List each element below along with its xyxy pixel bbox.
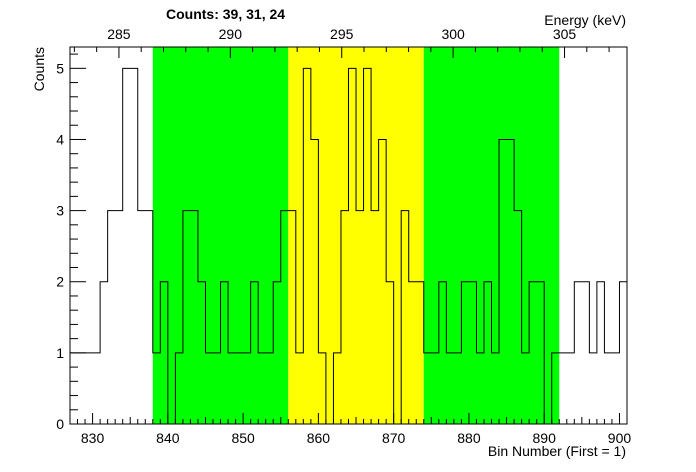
bin-bar <box>228 353 236 424</box>
bin-bar <box>439 282 447 424</box>
x-tick-label: 880 <box>457 430 481 446</box>
bin-bar <box>431 353 439 424</box>
bin-bar <box>296 353 304 424</box>
x-tick-label: 870 <box>382 430 406 446</box>
y-tick-label: 5 <box>56 60 64 76</box>
bin-bar <box>537 282 545 424</box>
bin-bar <box>221 282 229 424</box>
bin-bar <box>424 353 432 424</box>
bin-bar <box>183 211 191 424</box>
x-tick-label: 850 <box>231 430 255 446</box>
bin-bar <box>567 353 575 424</box>
bin-bar <box>311 139 319 424</box>
bin-bar <box>213 353 221 424</box>
bin-bar <box>318 353 326 424</box>
bin-bar <box>198 282 206 424</box>
bin-bar <box>341 211 349 424</box>
bin-bar <box>522 353 530 424</box>
bin-bar <box>356 211 364 424</box>
energy-tick-label: 290 <box>219 26 243 42</box>
bin-bar <box>123 68 131 424</box>
energy-tick-label: 285 <box>107 26 131 42</box>
bin-bar <box>93 353 101 424</box>
y-tick-label: 0 <box>56 416 64 432</box>
x-tick-label: 830 <box>81 430 105 446</box>
bin-bar <box>552 353 560 424</box>
bin-bar <box>461 282 469 424</box>
y-tick-label: 1 <box>56 345 64 361</box>
bin-bar <box>281 211 289 424</box>
energy-tick-label: 305 <box>553 26 577 42</box>
bin-bar <box>108 211 116 424</box>
bin-bar <box>175 353 183 424</box>
y-tick-label: 3 <box>56 203 64 219</box>
bin-bar <box>386 282 394 424</box>
bin-bar <box>145 211 153 424</box>
bin-bar <box>401 211 409 424</box>
x-tick-label: 840 <box>156 430 180 446</box>
bin-bar <box>153 353 161 424</box>
bin-bar <box>258 353 266 424</box>
bin-bar <box>446 353 454 424</box>
x-tick-label: 900 <box>608 430 632 446</box>
bin-bar <box>612 353 620 424</box>
y-tick-label: 4 <box>56 131 64 147</box>
bin-bar <box>582 282 590 424</box>
bin-bar <box>160 282 168 424</box>
bin-bar <box>604 353 612 424</box>
bin-bar <box>454 353 462 424</box>
bin-bar <box>78 353 86 424</box>
bin-bar <box>205 353 213 424</box>
bin-bar <box>288 211 296 424</box>
bin-bar <box>484 282 492 424</box>
bin-bar <box>333 353 341 424</box>
bin-bar <box>100 282 108 424</box>
bin-bar <box>115 211 123 424</box>
bin-bar <box>236 353 244 424</box>
bin-bar <box>619 282 627 424</box>
bin-bar <box>364 68 372 424</box>
energy-tick-label: 300 <box>441 26 465 42</box>
bin-bar <box>589 353 597 424</box>
bin-bar <box>130 68 138 424</box>
energy-axis-title: Energy (keV) <box>544 12 626 28</box>
y-axis-ticks: 0 1 2 3 4 5 <box>56 53 86 432</box>
bin-bar <box>514 211 522 424</box>
region-3 <box>423 47 560 424</box>
bin-bar <box>190 211 198 424</box>
bin-bar <box>476 353 484 424</box>
energy-tick-label: 295 <box>330 26 354 42</box>
bin-bar <box>138 211 146 424</box>
bin-bar <box>349 68 357 424</box>
bin-bar <box>492 353 500 424</box>
bin-bar <box>559 353 567 424</box>
bin-bar <box>243 353 251 424</box>
x-tick-label: 860 <box>307 430 331 446</box>
bin-bar <box>70 353 78 424</box>
bin-bar <box>469 282 477 424</box>
bin-bar <box>499 139 507 424</box>
x-axis-ticks: 830 840 850 860 870 880 890 900 <box>69 413 632 446</box>
bin-bar <box>371 211 379 424</box>
bin-bar <box>416 282 424 424</box>
y-axis-title: Counts <box>31 47 47 91</box>
bin-bar <box>273 282 281 424</box>
bin-bar <box>574 282 582 424</box>
bin-bar <box>409 282 417 424</box>
bin-bar <box>529 282 537 424</box>
bin-bar <box>303 68 311 424</box>
bin-bar <box>266 353 274 424</box>
x-axis-title: Bin Number (First = 1) <box>488 443 626 459</box>
bin-bar <box>85 353 93 424</box>
bin-bar <box>379 139 387 424</box>
x-tick-label: 890 <box>533 430 557 446</box>
counts-label: Counts: 39, 31, 24 <box>166 6 285 22</box>
bin-bar <box>597 282 605 424</box>
bin-bar <box>251 282 259 424</box>
bin-bar <box>507 139 515 424</box>
energy-axis-ticks: 285 290 295 300 305 <box>73 26 610 58</box>
y-tick-label: 2 <box>56 274 64 290</box>
